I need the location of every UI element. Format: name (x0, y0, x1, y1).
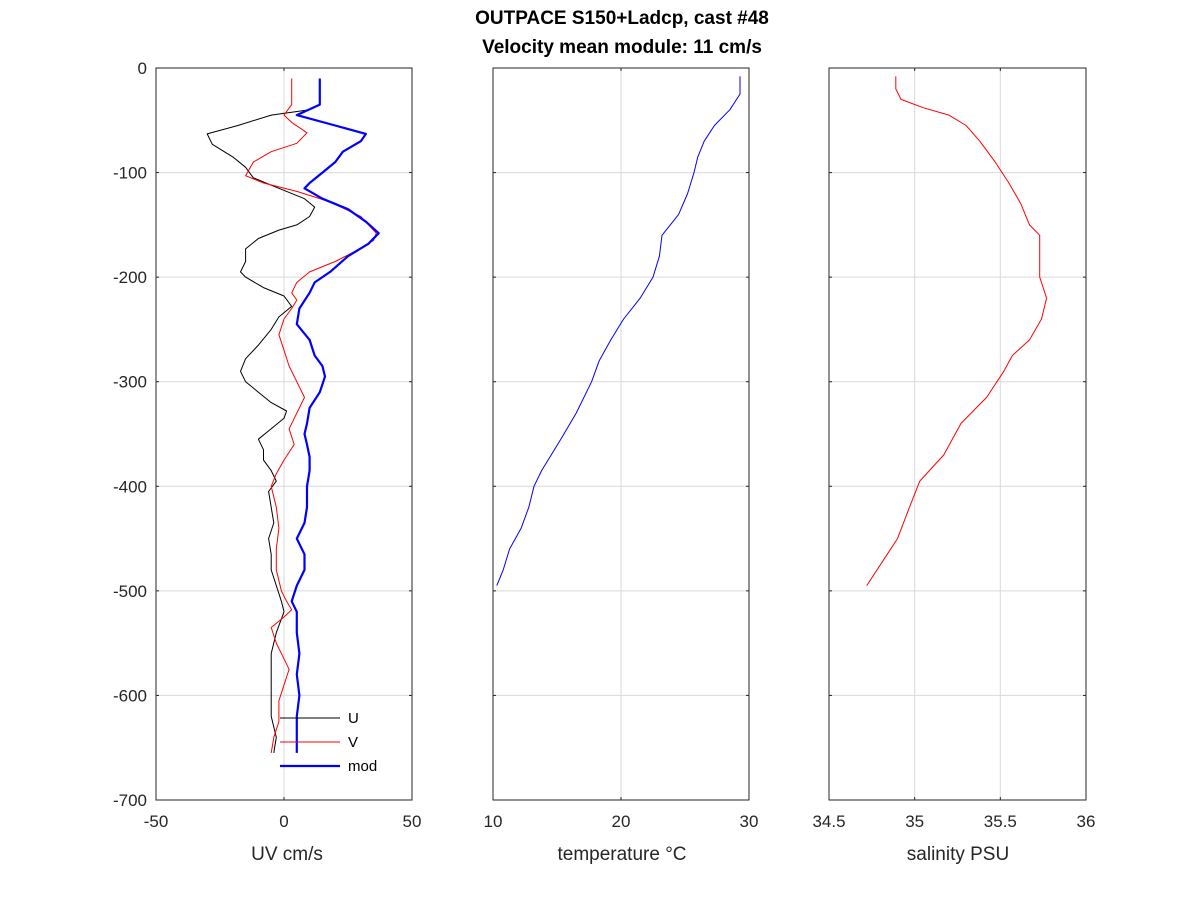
x-tick-label: 30 (740, 812, 759, 831)
xlabel-salinity: salinity PSU (907, 844, 1009, 865)
temperature-series-line-line (496, 76, 741, 586)
y-tick-label: -400 (113, 477, 147, 496)
salinity-series-line-line (866, 76, 1048, 586)
x-tick-label: 0 (279, 812, 288, 831)
temperature-panel: 10 20 30 (484, 67, 759, 831)
y-tick-label: -300 (113, 373, 147, 392)
xlabel-velocity: UV cm/s (251, 844, 323, 865)
x-tick-label: 10 (484, 812, 503, 831)
salinity-panel: 34.5 35 35.5 36 (812, 67, 1096, 831)
y-tick-label: -500 (113, 582, 147, 601)
y-tick-label: -600 (113, 686, 147, 705)
x-tick-label: 36 (1077, 812, 1096, 831)
legend-label-V: V (348, 734, 358, 751)
salinity-plot-area (829, 68, 1086, 800)
legend-label-U: U (348, 710, 359, 727)
y-tick-label: -100 (113, 164, 147, 183)
x-tick-label: -50 (144, 812, 169, 831)
salinity-axes-frame (828, 67, 1087, 801)
x-tick-label: 35.5 (984, 812, 1017, 831)
xlabel-temperature: temperature °C (557, 844, 686, 865)
y-tick-label: -700 (113, 791, 147, 810)
velocity-series-mod-line (290, 78, 380, 753)
y-tick-label: 0 (138, 59, 147, 78)
x-tick-label: 35 (905, 812, 924, 831)
x-tick-label: 34.5 (812, 812, 845, 831)
x-tick-label: 20 (612, 812, 631, 831)
chart-title-line-2: Velocity mean module: 11 cm/s (482, 37, 762, 58)
x-tick-label: 50 (403, 812, 422, 831)
legend-label-mod: mod (348, 758, 377, 775)
chart-title-line-1: OUTPACE S150+Ladcp, cast #48 (475, 8, 769, 29)
y-tick-label: -200 (113, 268, 147, 287)
velocity-series-V-line (245, 78, 377, 753)
velocity-series-U-line (206, 78, 321, 753)
